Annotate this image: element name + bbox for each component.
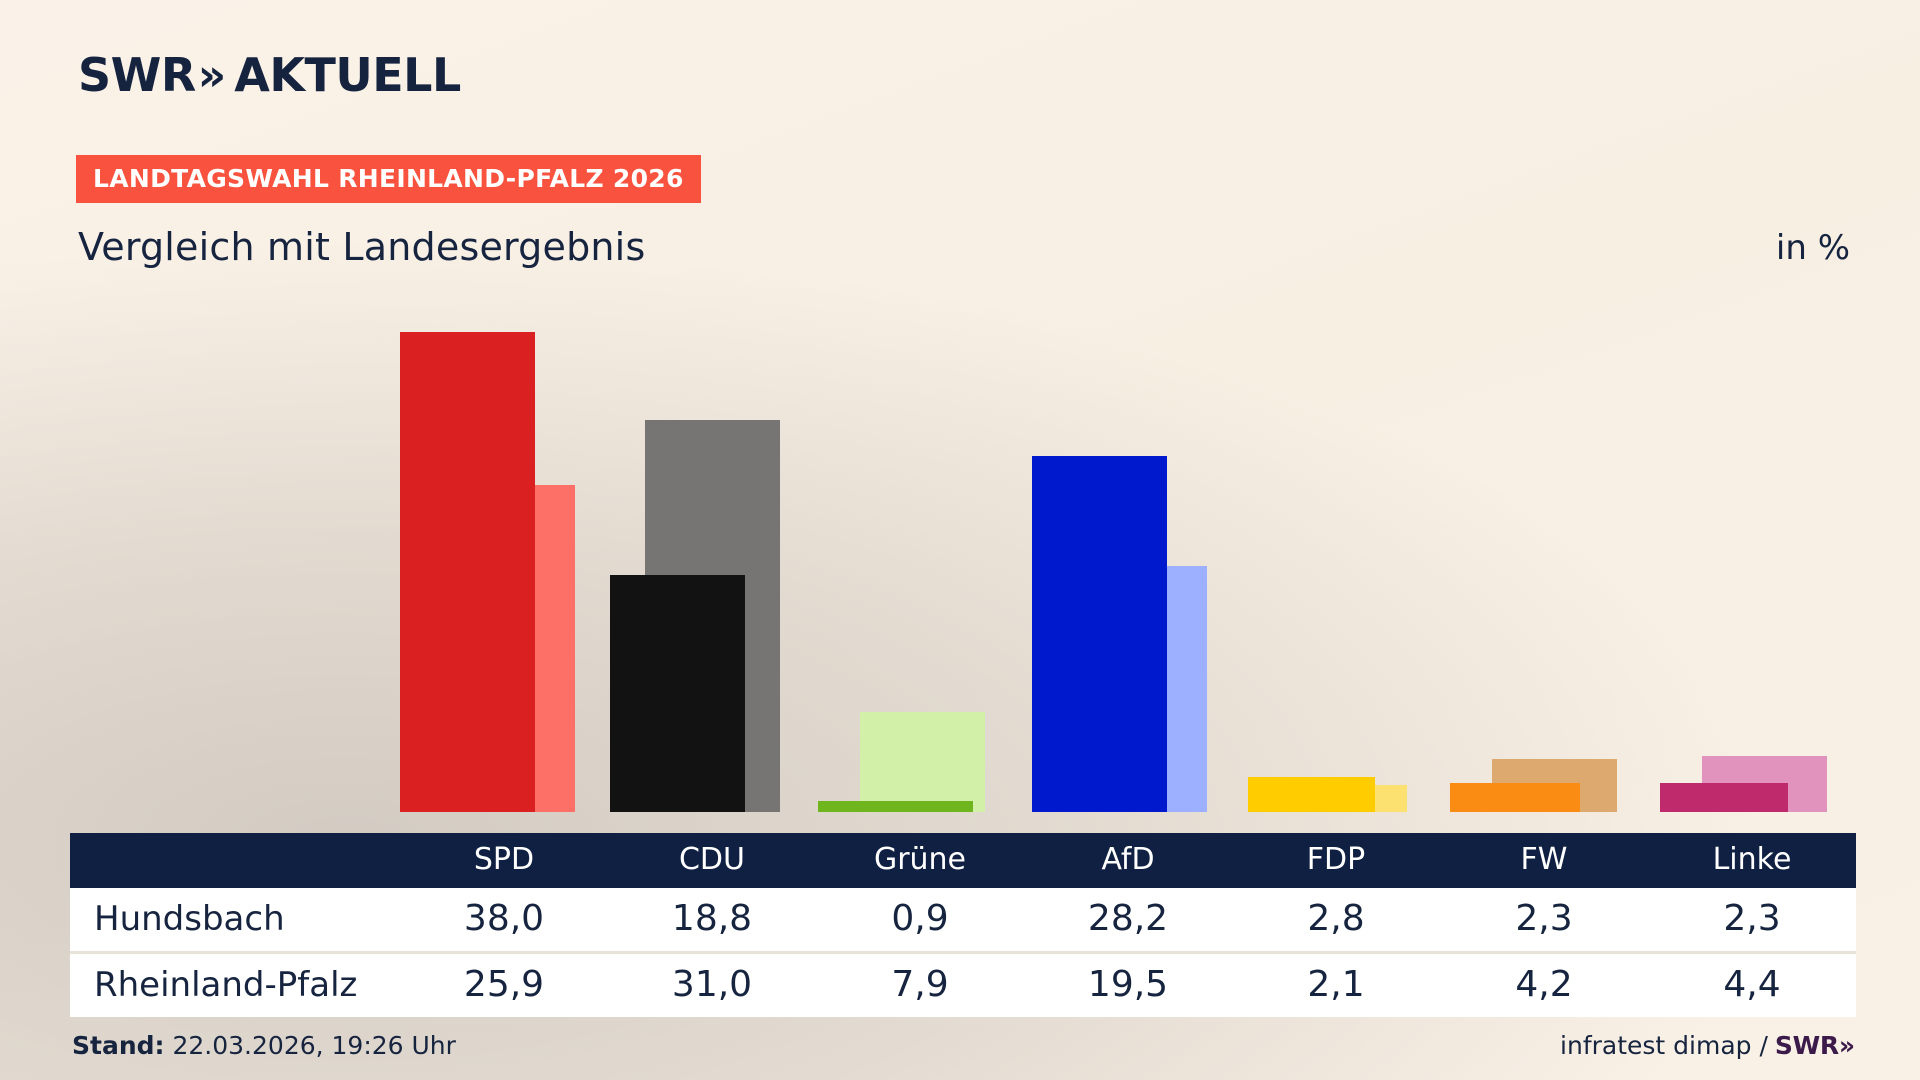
header-linke: Linke [1648, 833, 1856, 888]
cell-state-fw: 4,2 [1440, 951, 1648, 1017]
logo-aktuell-text: AKTUELL [234, 48, 461, 102]
row-label-state: Rheinland-Pfalz [70, 951, 400, 1017]
cell-local-cdu: 18,8 [608, 888, 816, 953]
cell-local-afd: 28,2 [1024, 888, 1232, 953]
swr-aktuell-logo: SWR » AKTUELL [78, 48, 461, 102]
bar-local-fw [1450, 782, 1580, 812]
credit-brand-text: SWR [1774, 1031, 1839, 1060]
logo-swr-text: SWR [78, 48, 196, 102]
results-table: SPD CDU Grüne AfD FDP FW Linke Hundsbach… [70, 833, 1856, 1017]
header-afd: AfD [1024, 833, 1232, 888]
bar-local-grüne [818, 800, 973, 812]
source-credit: infratest dimap / SWR» [1560, 1031, 1855, 1060]
cell-local-gruene: 0,9 [816, 888, 1024, 953]
header-fdp: FDP [1232, 833, 1440, 888]
header-name-col [70, 833, 400, 888]
table-row: Hundsbach 38,0 18,8 0,9 28,2 2,8 2,3 2,3 [70, 888, 1856, 953]
bar-local-linke [1660, 782, 1788, 812]
table-header-row: SPD CDU Grüne AfD FDP FW Linke [70, 833, 1856, 888]
bar-state-grüne [860, 712, 985, 812]
cell-state-fdp: 2,1 [1232, 951, 1440, 1017]
swr-credit-logo: SWR» [1774, 1031, 1855, 1060]
cell-state-gruene: 7,9 [816, 951, 1024, 1017]
row-label-local: Hundsbach [70, 888, 400, 953]
double-chevron-icon: » [197, 49, 227, 101]
table-row: Rheinland-Pfalz 25,9 31,0 7,9 19,5 2,1 4… [70, 951, 1856, 1017]
cell-state-cdu: 31,0 [608, 951, 816, 1017]
bar-state-afd [1167, 565, 1207, 812]
bar-state-cdu [645, 420, 780, 812]
header-cdu: CDU [608, 833, 816, 888]
cell-local-linke: 2,3 [1648, 888, 1856, 953]
bar-state-spd [535, 484, 575, 812]
header-gruene: Grüne [816, 833, 1024, 888]
bar-state-fw [1492, 758, 1617, 812]
bar-local-afd [1032, 455, 1167, 812]
bar-state-fdp [1375, 785, 1407, 812]
cell-state-afd: 19,5 [1024, 951, 1232, 1017]
header-fw: FW [1440, 833, 1648, 888]
cell-state-spd: 25,9 [400, 951, 608, 1017]
credit-source-text: infratest dimap / [1560, 1031, 1768, 1060]
bar-state-linke [1702, 756, 1827, 812]
header-spd: SPD [400, 833, 608, 888]
unit-label: in % [1775, 228, 1850, 268]
bar-local-fdp [1248, 776, 1375, 812]
bar-local-spd [400, 332, 535, 812]
cell-local-fw: 2,3 [1440, 888, 1648, 953]
timestamp: Stand: 22.03.2026, 19:26 Uhr [72, 1031, 456, 1060]
chart-subtitle: Vergleich mit Landesergebnis [78, 225, 646, 269]
timestamp-value: 22.03.2026, 19:26 Uhr [172, 1031, 456, 1060]
cell-state-linke: 4,4 [1648, 951, 1856, 1017]
timestamp-label: Stand: [72, 1031, 165, 1060]
double-chevron-icon: » [1838, 1031, 1855, 1060]
cell-local-spd: 38,0 [400, 888, 608, 953]
bar-local-cdu [610, 574, 745, 812]
cell-local-fdp: 2,8 [1232, 888, 1440, 953]
election-banner: LANDTAGSWAHL RHEINLAND-PFALZ 2026 [76, 155, 701, 203]
